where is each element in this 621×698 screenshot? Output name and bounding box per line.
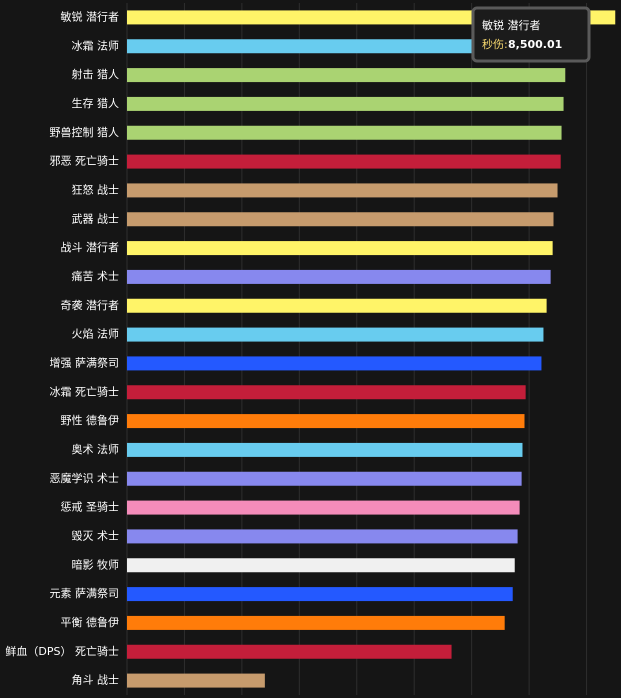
bar [127, 212, 554, 227]
y-tick-label: 鲜血（DPS） 死亡骑士 [5, 644, 119, 658]
bar [127, 96, 564, 111]
bar [127, 529, 518, 544]
y-tick-label: 武器 战士 [72, 212, 120, 225]
bar [127, 385, 526, 400]
bar [127, 39, 584, 54]
y-tick-label: 毁灭 术士 [72, 528, 120, 542]
y-tick-label: 平衡 德鲁伊 [61, 615, 120, 629]
y-tick-label: 火焰 法师 [72, 327, 120, 341]
bar [127, 183, 558, 198]
tooltip-label: 秒伤: [482, 37, 508, 51]
bar [127, 442, 523, 457]
y-tick-label: 痛苦 术士 [72, 269, 120, 283]
y-tick-label: 战斗 潜行者 [61, 240, 120, 254]
bar [127, 125, 562, 140]
y-tick-label: 角斗 战士 [72, 674, 120, 687]
bar [127, 298, 547, 313]
bar [127, 587, 513, 602]
bar [127, 414, 525, 429]
bar [127, 615, 505, 630]
bar [127, 673, 265, 688]
y-tick-label: 惩戒 圣骑士 [61, 501, 120, 514]
y-tick-label: 元素 萨满祭司 [50, 587, 120, 600]
y-tick-label: 敏锐 潜行者 [61, 9, 120, 23]
y-tick-label: 狂怒 战士 [72, 182, 120, 196]
bar [127, 471, 522, 486]
bar [127, 327, 544, 342]
y-tick-label: 生存 猎人 [72, 96, 120, 110]
y-tick-label: 恶魔学识 术士 [50, 471, 120, 485]
bar [127, 154, 561, 169]
bar [127, 68, 566, 83]
bar [127, 500, 520, 515]
y-tick-label: 暗影 牧师 [72, 557, 120, 571]
tooltip-box [471, 6, 591, 63]
tooltip-title: 敏锐 潜行者 [482, 18, 541, 32]
y-tick-label: 冰霜 死亡骑士 [50, 384, 120, 398]
y-tick-label: 增强 萨满祭司 [50, 355, 120, 369]
bar [127, 241, 553, 256]
bar [127, 269, 551, 284]
tooltip-value: 8,500.01 [508, 38, 562, 51]
y-tick-label: 邪恶 死亡骑士 [50, 154, 120, 168]
bar [127, 644, 452, 659]
y-tick-label: 奥术 法师 [72, 442, 120, 456]
y-tick-label: 野兽控制 猎人 [50, 125, 120, 139]
bar [127, 356, 542, 371]
y-tick-label: 射击 猎人 [72, 67, 120, 81]
y-tick-label: 野性 德鲁伊 [61, 413, 120, 427]
bar [127, 558, 515, 573]
y-tick-label: 奇袭 潜行者 [61, 298, 120, 312]
y-tick-label: 冰霜 法师 [72, 38, 120, 52]
